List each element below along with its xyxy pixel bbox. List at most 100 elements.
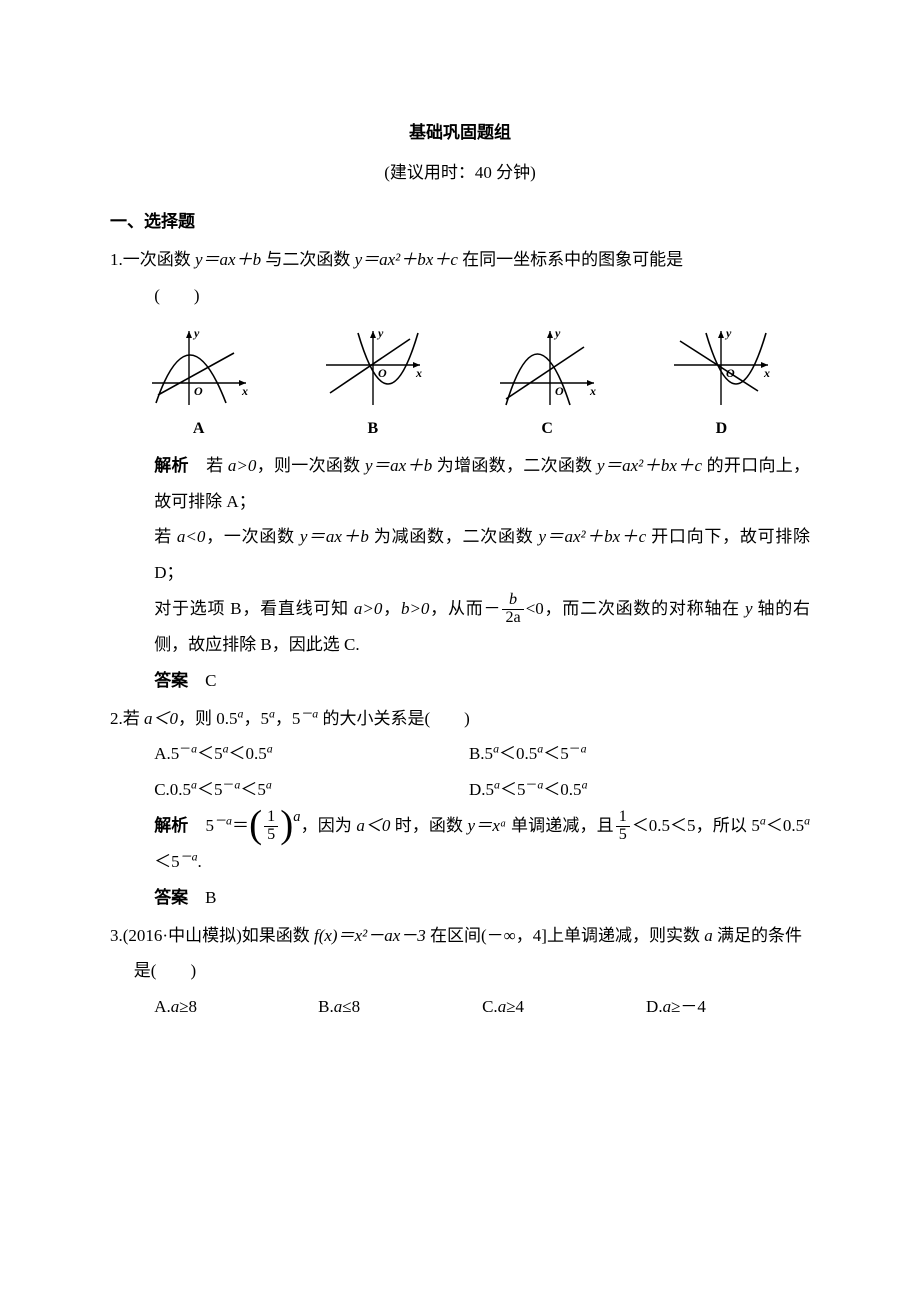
svg-text:O: O — [378, 366, 387, 380]
q1-explain-3: 对于选项 B，看直线可知 a>0，b>0，从而－b2a<0，而二次函数的对称轴在… — [110, 591, 810, 663]
text: ， — [382, 599, 401, 618]
text: ，则一次函数 — [256, 456, 365, 475]
q3-number: 3. — [110, 926, 123, 945]
opt-c: C.a≥4 — [482, 997, 524, 1016]
math: y＝ax＋b — [365, 456, 432, 475]
frac-num: b — [502, 592, 523, 610]
svg-text:O: O — [194, 384, 203, 398]
fraction-b-over-2a: b2a — [502, 592, 523, 627]
svg-text:y: y — [376, 326, 384, 340]
opt-a: A.a≥8 — [154, 997, 197, 1016]
frac-den: 5 — [264, 827, 278, 844]
opt-b: B.a≤8 — [318, 997, 360, 1016]
opt-d: D.a≥－4 — [646, 997, 706, 1016]
text: ，5 — [275, 709, 301, 728]
text: 若 — [123, 709, 144, 728]
question-1: 1.一次函数 y＝ax＋b 与二次函数 y＝ax²＋bx＋c 在同一坐标系中的图… — [110, 242, 810, 699]
math: y＝ax²＋bx＋c — [538, 527, 646, 546]
text: ，则 0.5 — [178, 709, 238, 728]
text: ，因为 — [300, 816, 356, 835]
text: <0，而二次函数的对称轴在 — [526, 599, 745, 618]
answer-value: C — [188, 671, 216, 690]
text: . — [198, 852, 202, 871]
explain-label: 解析 — [154, 456, 189, 475]
text: ，5 — [243, 709, 269, 728]
graph-a-label: A — [144, 412, 254, 446]
q3-options: A.a≥8 B.a≤8 C.a≥4 D.a≥－4 — [110, 989, 810, 1025]
text: ＜0.5＜5，所以 5 — [632, 816, 760, 835]
opt-d: D.5a＜5－a＜0.5a — [469, 780, 588, 799]
graph-c-label: C — [492, 412, 602, 446]
text: ＜0.5 — [766, 816, 804, 835]
svg-text:y: y — [192, 326, 200, 340]
math: b>0 — [401, 599, 429, 618]
math: a＜0 — [356, 816, 390, 835]
sup: －a — [214, 813, 232, 827]
svg-text:x: x — [589, 384, 596, 398]
page-subtitle: (建议用时：40 分钟) — [110, 155, 810, 191]
graph-c: O x y C — [492, 325, 602, 446]
q1-blank: ( ) — [110, 278, 810, 314]
opt-a: A.5－a＜5a＜0.5a — [154, 744, 273, 763]
opt-c: C.0.5a＜5－a＜5a — [154, 780, 272, 799]
rparen-icon: ) — [280, 809, 293, 840]
q1-answer: 答案 C — [110, 663, 810, 699]
explain-label: 解析 — [154, 816, 188, 835]
text: 在同一坐标系中的图象可能是 — [458, 250, 683, 269]
sup: －a — [300, 706, 318, 720]
frac-num: 1 — [264, 809, 278, 827]
text: 为减函数，二次函数 — [369, 527, 539, 546]
graph-b-label: B — [318, 412, 428, 446]
power: a — [293, 802, 300, 832]
text: 单调递减，且 — [507, 816, 614, 835]
q2-answer: 答案 B — [110, 880, 810, 916]
graph-a: O x y A — [144, 325, 254, 446]
math: a>0 — [354, 599, 382, 618]
graph-d: O x y D — [666, 325, 776, 446]
text: 对于选项 B，看直线可知 — [154, 599, 354, 618]
text: ＜5 — [154, 852, 180, 871]
fraction-1-5: 15 — [264, 809, 278, 844]
sup: a — [804, 813, 810, 827]
text: 若 — [154, 527, 177, 546]
text: 如果函数 — [242, 926, 314, 945]
math: a — [704, 926, 713, 945]
fraction-1-5b: 15 — [616, 809, 630, 844]
text: 5 — [188, 816, 214, 835]
q1-explain: 解析 若 a>0，则一次函数 y＝ax＋b 为增函数，二次函数 y＝ax²＋bx… — [110, 448, 810, 519]
q1-graphs: O x y A O x — [110, 319, 810, 446]
math: y＝ax＋b — [300, 527, 369, 546]
q1-explain-2: 若 a<0，一次函数 y＝ax＋b 为减函数，二次函数 y＝ax²＋bx＋c 开… — [110, 519, 810, 590]
text: 的大小关系是( ) — [318, 709, 470, 728]
question-2: 2.若 a＜0，则 0.5a，5a，5－a 的大小关系是( ) A.5－a＜5a… — [110, 701, 810, 916]
math: y＝xᵃ — [468, 816, 507, 835]
svg-text:x: x — [763, 366, 770, 380]
opt-b: B.5a＜0.5a＜5－a — [469, 744, 587, 763]
answer-label: 答案 — [154, 888, 188, 907]
page-title: 基础巩固题组 — [110, 115, 810, 151]
text: 一次函数 — [123, 250, 195, 269]
q2-options: A.5－a＜5a＜0.5a B.5a＜0.5a＜5－a C.0.5a＜5－a＜5… — [110, 736, 810, 807]
text: 与二次函数 — [261, 250, 355, 269]
q3-stem: 3.(2016·中山模拟)如果函数 f(x)＝x²－ax－3 在区间(－∞，4]… — [110, 918, 810, 989]
q2-explain: 解析 5－a＝(15)a，因为 a＜0 时，函数 y＝xᵃ 单调递减，且15＜0… — [110, 808, 810, 880]
question-3: 3.(2016·中山模拟)如果函数 f(x)＝x²－ax－3 在区间(－∞，4]… — [110, 918, 810, 1025]
math: a>0 — [228, 456, 256, 475]
text: 若 — [189, 456, 228, 475]
svg-text:y: y — [553, 326, 561, 340]
text: ，一次函数 — [205, 527, 299, 546]
lparen-icon: ( — [249, 809, 262, 840]
math: y＝ax＋b — [195, 250, 261, 269]
svg-text:y: y — [724, 326, 732, 340]
answer-value: B — [188, 888, 216, 907]
svg-text:x: x — [241, 384, 248, 398]
graph-b: O x y B — [318, 325, 428, 446]
text: ＝ — [232, 816, 249, 835]
q2-number: 2. — [110, 709, 123, 728]
q2-stem: 2.若 a＜0，则 0.5a，5a，5－a 的大小关系是( ) — [110, 701, 810, 737]
svg-text:x: x — [415, 366, 422, 380]
q1-number: 1. — [110, 250, 123, 269]
text: 为增函数，二次函数 — [432, 456, 597, 475]
math: y＝ax²＋bx＋c — [355, 250, 458, 269]
text: 时，函数 — [390, 816, 467, 835]
